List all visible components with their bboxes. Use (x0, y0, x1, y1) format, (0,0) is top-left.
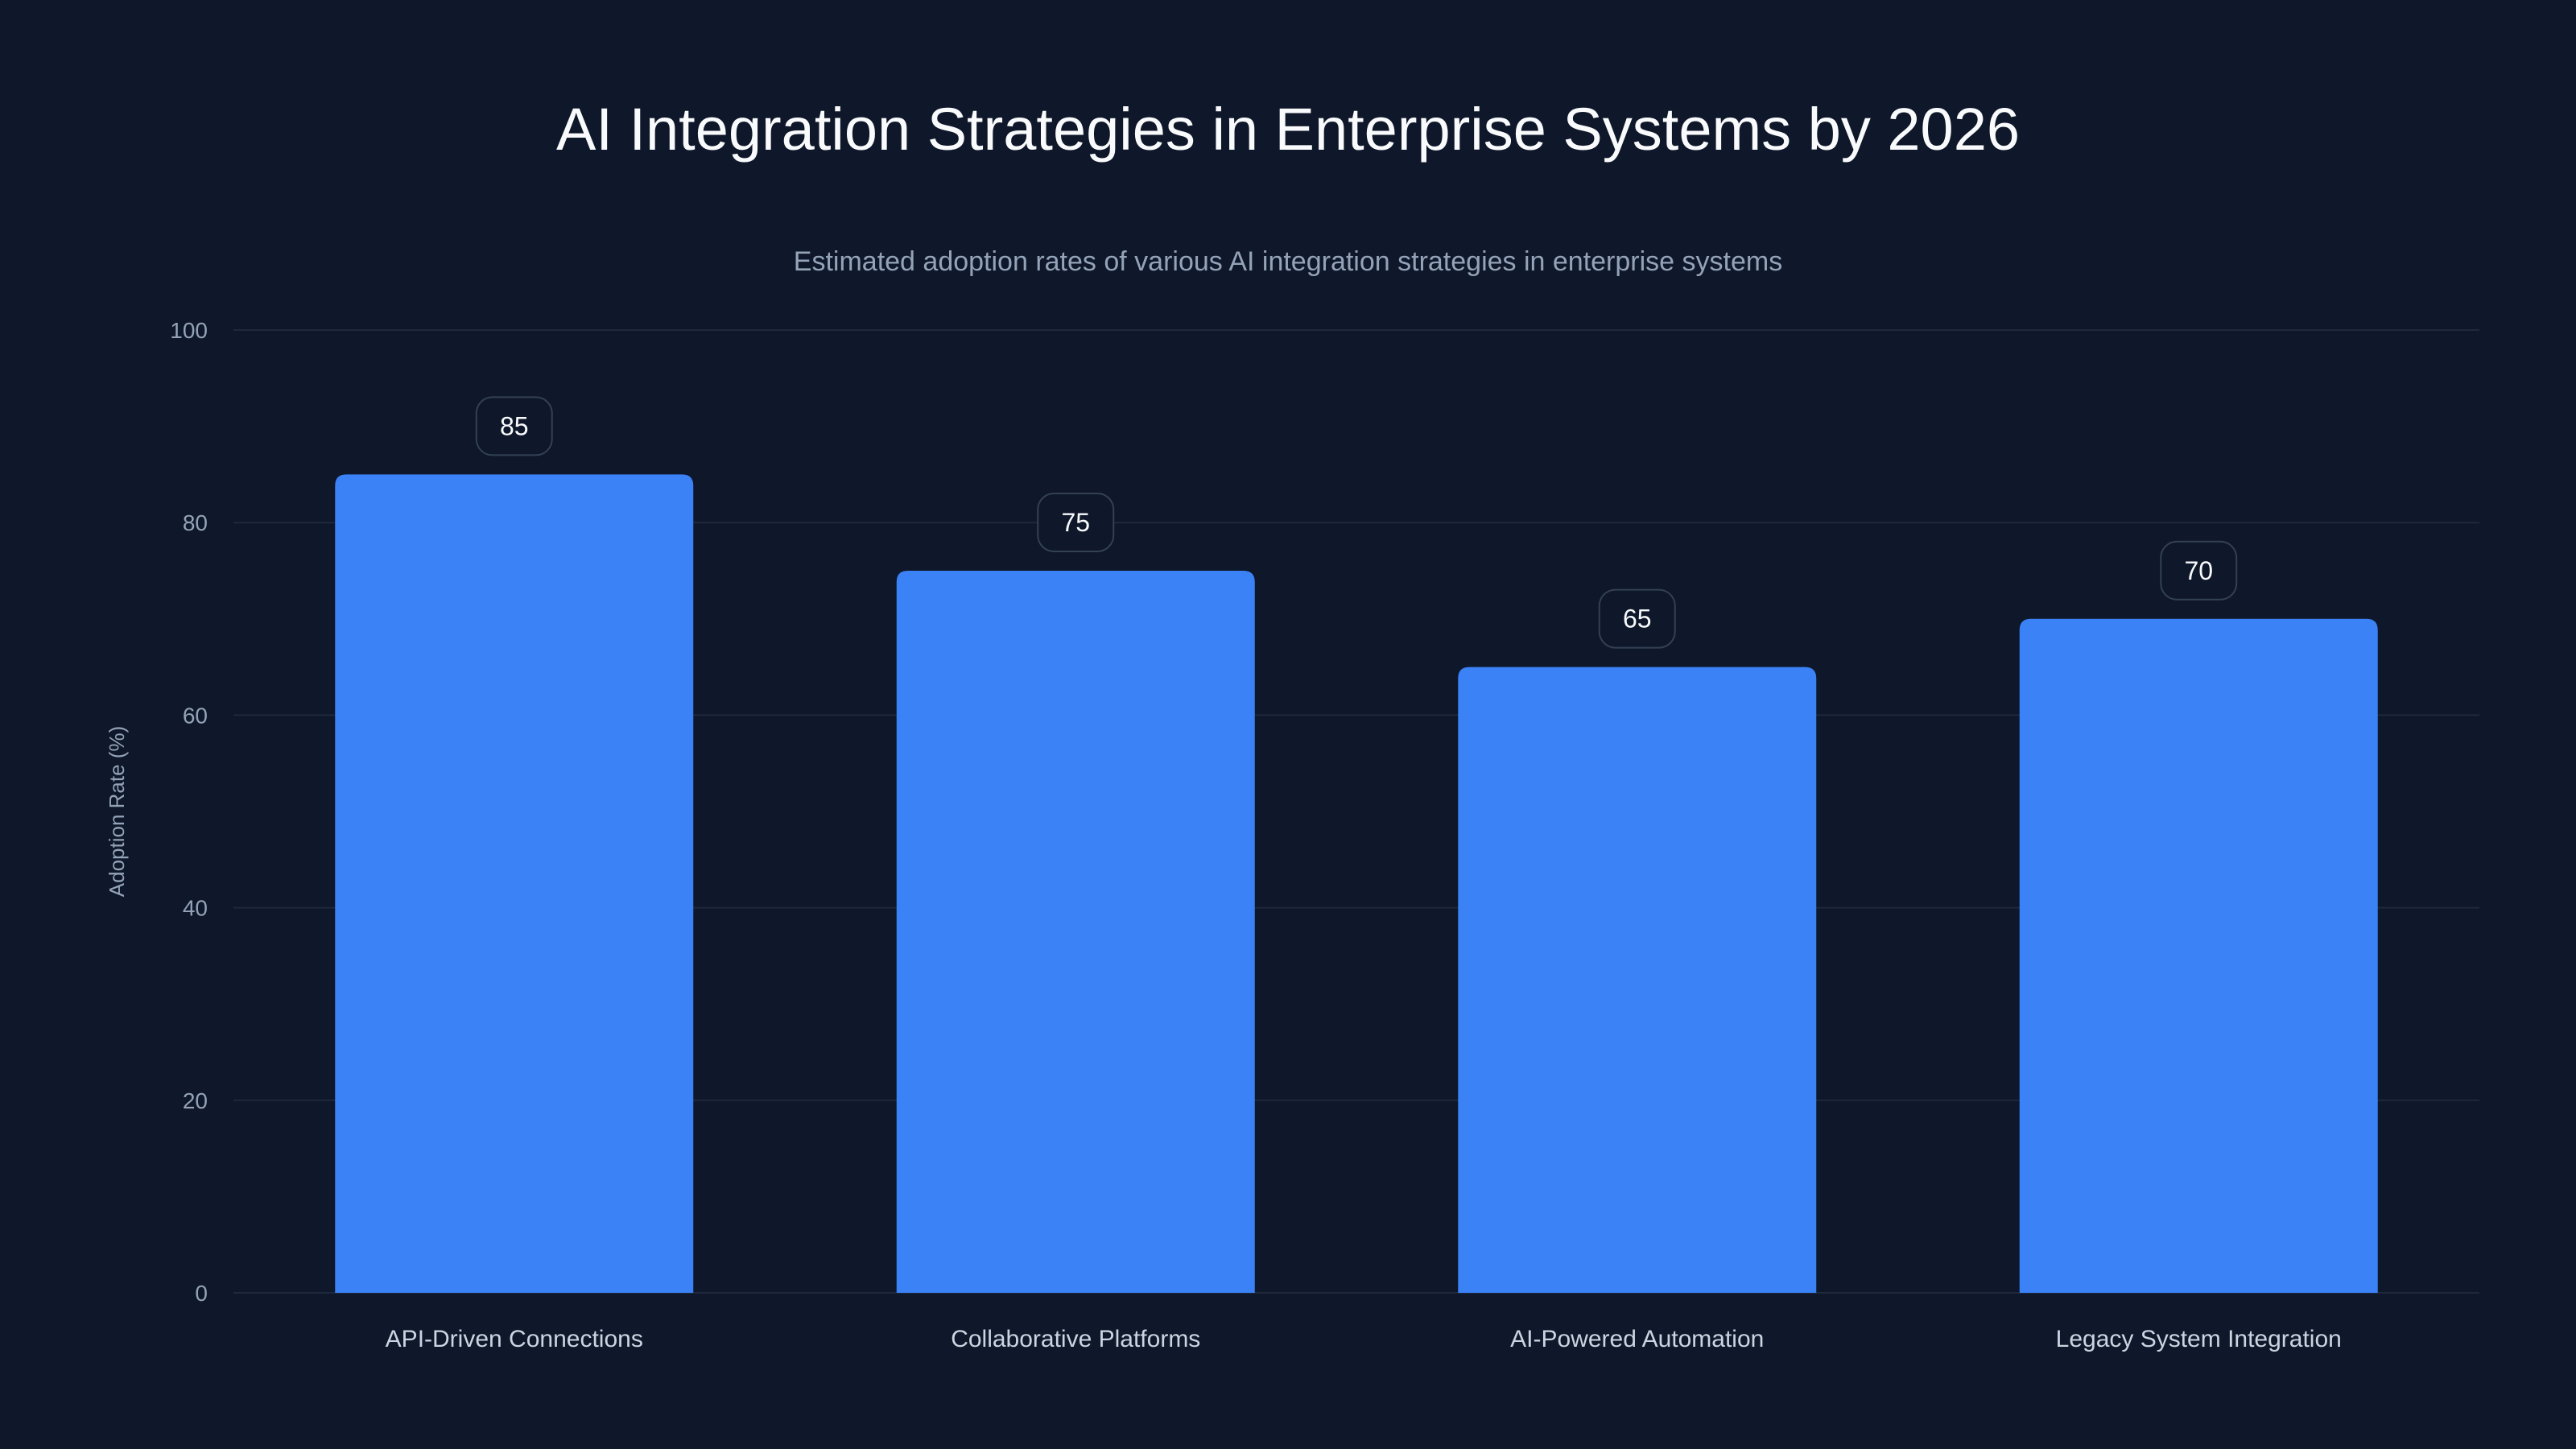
data-label: 85 (500, 411, 529, 440)
data-label-box (1037, 493, 1115, 552)
y-tick-label: 60 (183, 703, 208, 728)
data-label: 65 (1623, 605, 1652, 634)
bar (896, 571, 1255, 1293)
data-label-box (1598, 588, 1676, 649)
bar (335, 474, 694, 1293)
x-tick-label: Legacy System Integration (2056, 1326, 2342, 1352)
data-label-box (2160, 540, 2238, 601)
y-axis-label: Adoption Rate (%) (105, 726, 129, 897)
y-tick-label: 100 (170, 318, 208, 343)
bar (2019, 618, 2378, 1293)
y-tick-label: 80 (183, 510, 208, 535)
bar (1458, 667, 1817, 1293)
x-tick-label: AI-Powered Automation (1510, 1326, 1764, 1352)
y-tick-label: 20 (183, 1088, 208, 1113)
chart-subtitle: Estimated adoption rates of various AI i… (793, 246, 1783, 277)
data-label: 70 (2184, 556, 2213, 585)
x-tick-label: API-Driven Connections (386, 1326, 643, 1352)
data-label-box (475, 396, 553, 456)
y-tick-label: 40 (183, 896, 208, 921)
chart-title: AI Integration Strategies in Enterprise … (555, 96, 2021, 163)
x-tick-label: Collaborative Platforms (951, 1326, 1200, 1352)
data-label: 75 (1061, 508, 1090, 537)
y-tick-label: 0 (195, 1281, 208, 1306)
